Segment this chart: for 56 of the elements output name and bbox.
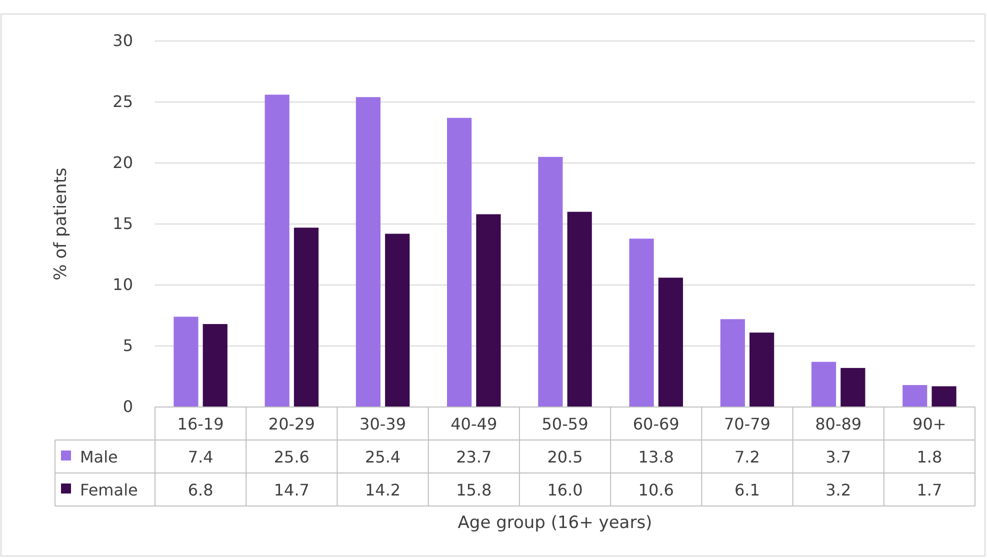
bar xyxy=(629,238,654,407)
bar xyxy=(174,316,198,407)
legend-label: Male xyxy=(80,448,118,466)
data-label: 7.4 xyxy=(188,448,214,466)
bar xyxy=(902,385,928,407)
data-label: 14.7 xyxy=(274,480,310,500)
data-label: 3.7 xyxy=(826,448,852,466)
data-label: 1.8 xyxy=(916,448,942,466)
data-label: 1.7 xyxy=(916,480,942,500)
bar xyxy=(750,332,774,407)
bar xyxy=(720,319,745,407)
data-label: 6.8 xyxy=(188,480,214,500)
bar xyxy=(932,386,956,407)
bar xyxy=(264,94,290,407)
bar xyxy=(567,212,592,407)
data-label: 23.7 xyxy=(456,448,492,466)
bar xyxy=(294,228,319,407)
y-tick-label: 20 xyxy=(112,153,133,172)
bar xyxy=(658,278,683,407)
x-tick-label: 60-69 xyxy=(632,414,680,434)
x-tick-label: 90+ xyxy=(912,414,946,434)
y-tick-label: 0 xyxy=(122,397,133,416)
data-label: 14.2 xyxy=(364,480,401,500)
x-axis-title: Age group (16+ years) xyxy=(458,513,652,533)
data-label: 25.4 xyxy=(364,448,401,466)
data-label: 10.6 xyxy=(638,480,674,500)
bar xyxy=(476,214,501,407)
data-label: 16.0 xyxy=(547,480,583,500)
data-label: 15.8 xyxy=(456,480,492,500)
bar xyxy=(811,362,836,407)
x-tick-label: 50-59 xyxy=(542,414,588,434)
bar xyxy=(202,324,228,407)
y-tick-label: 10 xyxy=(112,275,133,294)
y-tick-label: 5 xyxy=(122,336,133,356)
data-label: 3.2 xyxy=(826,480,852,500)
bar xyxy=(447,118,472,407)
bar xyxy=(385,234,410,407)
legend-label: Female xyxy=(80,480,138,500)
x-tick-label: 40-49 xyxy=(450,414,498,434)
data-label: 13.8 xyxy=(638,448,674,466)
y-tick-label: 15 xyxy=(112,214,133,234)
bar xyxy=(840,368,866,407)
data-label: 20.5 xyxy=(547,448,583,466)
y-tick-label: 30 xyxy=(112,31,133,50)
bar xyxy=(356,97,380,407)
x-tick-label: 20-29 xyxy=(268,414,315,434)
data-label: 7.2 xyxy=(734,448,760,466)
data-label: 25.6 xyxy=(274,448,310,466)
data-label: 6.1 xyxy=(734,480,760,500)
x-tick-label: 70-79 xyxy=(724,414,770,434)
y-axis-title: % of patients xyxy=(51,168,71,280)
y-tick-label: 25 xyxy=(112,92,133,112)
x-tick-label: 80-89 xyxy=(815,414,862,434)
bar xyxy=(538,156,563,407)
x-tick-label: 16-19 xyxy=(177,414,224,434)
x-tick-label: 30-39 xyxy=(360,414,406,434)
